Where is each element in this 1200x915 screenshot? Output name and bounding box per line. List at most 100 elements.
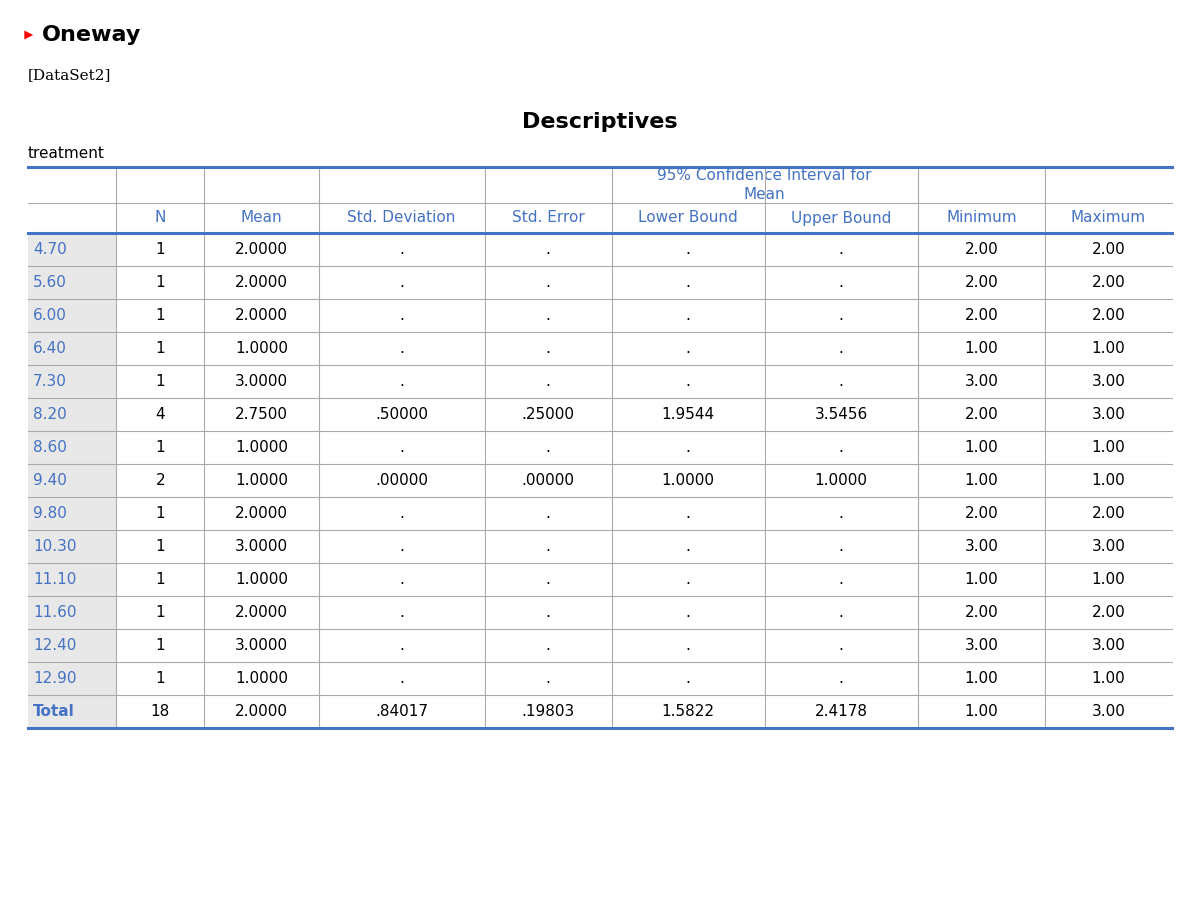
Bar [28, 332, 116, 365]
Text: 18: 18 [151, 704, 170, 719]
Bar [764, 365, 918, 398]
Bar [204, 398, 318, 431]
Text: 2.7500: 2.7500 [235, 407, 288, 422]
Text: 2.00: 2.00 [965, 605, 998, 620]
Bar [116, 464, 204, 497]
Text: [DataSet2]: [DataSet2] [28, 68, 112, 82]
Bar [485, 365, 612, 398]
Bar [204, 266, 318, 299]
Text: 3.00: 3.00 [1092, 704, 1126, 719]
Text: .: . [400, 341, 404, 356]
Bar [204, 629, 318, 662]
Text: .: . [685, 605, 691, 620]
Bar [485, 431, 612, 464]
Text: Maximum: Maximum [1070, 210, 1146, 225]
Bar [764, 464, 918, 497]
Text: 8.20: 8.20 [34, 407, 67, 422]
Bar [116, 233, 204, 266]
Text: .: . [546, 506, 551, 521]
Text: .: . [546, 341, 551, 356]
Text: Std. Deviation: Std. Deviation [347, 210, 456, 225]
Text: .: . [685, 572, 691, 587]
Text: .: . [685, 506, 691, 521]
Text: 95% Confidence Interval for
Mean: 95% Confidence Interval for Mean [658, 167, 872, 202]
Bar [918, 299, 1045, 332]
Text: .: . [685, 671, 691, 686]
Bar [612, 233, 764, 266]
Bar [612, 530, 764, 563]
Text: Std. Error: Std. Error [511, 210, 584, 225]
Bar [918, 629, 1045, 662]
Text: 1: 1 [156, 605, 166, 620]
Bar [204, 563, 318, 596]
Bar [28, 629, 116, 662]
Bar [318, 431, 485, 464]
Text: .: . [839, 440, 844, 455]
Bar [764, 629, 918, 662]
Bar [116, 365, 204, 398]
Text: .: . [400, 638, 404, 653]
Text: 9.40: 9.40 [34, 473, 67, 488]
Bar [318, 365, 485, 398]
Text: 2.4178: 2.4178 [815, 704, 868, 719]
Bar [318, 530, 485, 563]
Text: 1.00: 1.00 [1092, 341, 1126, 356]
Text: 1: 1 [156, 506, 166, 521]
Bar [318, 233, 485, 266]
Text: Minimum: Minimum [946, 210, 1016, 225]
Text: 3.00: 3.00 [1092, 539, 1126, 554]
Text: 2.0000: 2.0000 [235, 704, 288, 719]
Text: 3.0000: 3.0000 [235, 539, 288, 554]
Bar [485, 497, 612, 530]
Bar [28, 497, 116, 530]
Bar [318, 695, 485, 728]
Bar [318, 266, 485, 299]
Text: 1.0000: 1.0000 [815, 473, 868, 488]
Text: .: . [400, 506, 404, 521]
Bar [485, 266, 612, 299]
Text: 12.90: 12.90 [34, 671, 77, 686]
Text: 10.30: 10.30 [34, 539, 77, 554]
Bar [204, 662, 318, 695]
Bar [1045, 365, 1172, 398]
Bar [28, 365, 116, 398]
Text: 1: 1 [156, 341, 166, 356]
Bar [918, 398, 1045, 431]
Text: 2.00: 2.00 [965, 308, 998, 323]
Text: 3.5456: 3.5456 [815, 407, 868, 422]
Bar [918, 530, 1045, 563]
Text: 1.0000: 1.0000 [235, 341, 288, 356]
Text: 1: 1 [156, 308, 166, 323]
Text: 2.00: 2.00 [965, 242, 998, 257]
Text: .: . [400, 572, 404, 587]
Bar [204, 497, 318, 530]
Text: 11.60: 11.60 [34, 605, 77, 620]
Text: 1.0000: 1.0000 [235, 440, 288, 455]
Bar [918, 332, 1045, 365]
Bar [204, 695, 318, 728]
Text: .: . [546, 572, 551, 587]
Text: 5.60: 5.60 [34, 275, 67, 290]
Bar [1045, 332, 1172, 365]
Text: 3.0000: 3.0000 [235, 374, 288, 389]
Text: 6.00: 6.00 [34, 308, 67, 323]
Text: 4.70: 4.70 [34, 242, 67, 257]
Text: 2.00: 2.00 [1092, 275, 1126, 290]
Text: 1.00: 1.00 [965, 473, 998, 488]
Bar [764, 596, 918, 629]
Text: 1.5822: 1.5822 [661, 704, 715, 719]
Bar [918, 365, 1045, 398]
Bar [612, 299, 764, 332]
Bar [918, 233, 1045, 266]
Bar [28, 563, 116, 596]
Text: 3.00: 3.00 [1092, 638, 1126, 653]
Bar [485, 233, 612, 266]
Bar [485, 629, 612, 662]
Bar [116, 299, 204, 332]
Bar [918, 497, 1045, 530]
Text: 1: 1 [156, 638, 166, 653]
Text: Upper Bound: Upper Bound [791, 210, 892, 225]
Bar [204, 530, 318, 563]
Text: Oneway: Oneway [42, 25, 142, 45]
Bar [318, 497, 485, 530]
